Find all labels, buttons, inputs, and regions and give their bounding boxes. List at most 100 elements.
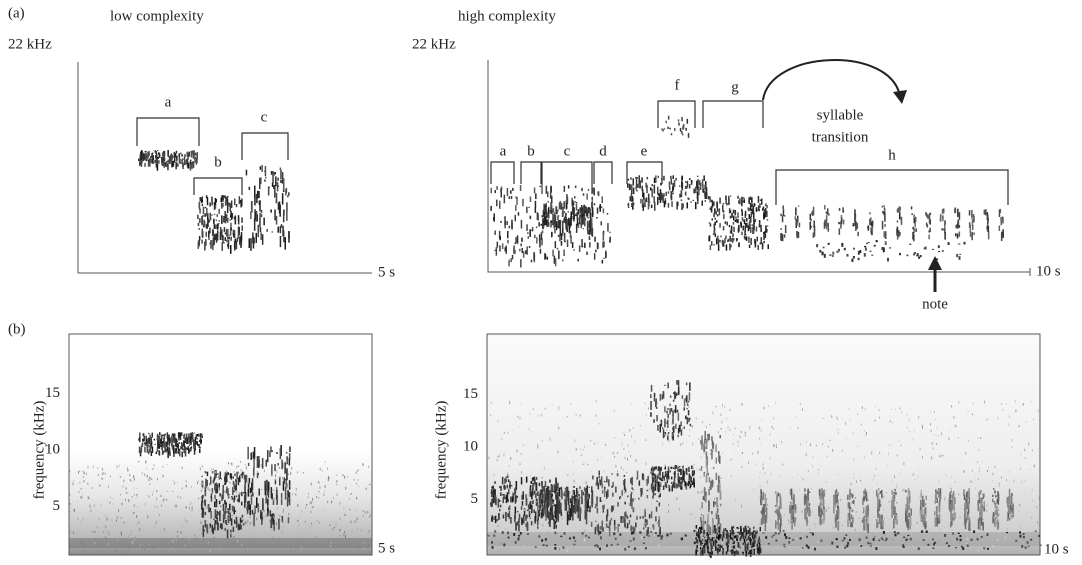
spectro-mark [899,206,901,212]
spectro-mark [185,438,187,440]
spectro-mark [643,527,645,530]
spectro-mark [897,221,899,223]
spectro-mark [723,548,725,553]
spectro-mark [573,461,574,462]
spectro-mark [907,494,908,497]
spectro-mark [923,539,925,541]
bracket [594,162,612,184]
spectro-mark [875,547,877,550]
spectro-mark [167,447,169,452]
spectro-mark [232,497,234,499]
spectro-mark [828,243,830,245]
spectro-mark [792,501,793,504]
spectro-mark [925,212,927,215]
spectro-mark [526,515,528,519]
spectro-mark [600,536,602,539]
spectro-mark [733,222,735,225]
spectro-mark [303,472,304,473]
spectro-mark [270,510,272,516]
spectro-mark [967,512,969,516]
spectro-mark [520,259,522,267]
spectro-mark [596,484,597,486]
spectro-mark [202,482,203,484]
spectro-mark [79,491,80,492]
spectro-mark [678,123,680,126]
spectro-mark [737,212,739,217]
spectro-mark [189,537,190,540]
spectro-mark [910,538,912,541]
spectro-mark [159,156,161,158]
spectro-mark [624,475,626,477]
spectro-mark [517,536,518,539]
spectro-mark [509,511,511,519]
spectro-mark [356,497,357,499]
spectro-mark [734,451,735,452]
spectro-mark [604,489,606,497]
spectro-mark [700,517,702,522]
spectro-mark [650,540,651,542]
spectro-mark [86,473,87,476]
spectro-mark [680,484,682,487]
spectro-mark [984,210,986,215]
spectro-mark [145,151,147,153]
spectro-mark [529,428,530,430]
spectro-mark [671,179,673,185]
spectro-mark [791,493,793,499]
spectro-mark [580,505,581,507]
spectro-mark [746,539,748,540]
spectro-mark [953,491,955,498]
spectro-mark [716,406,717,407]
spectro-mark [973,219,975,223]
spectro-mark [853,500,855,504]
spectro-mark [157,438,159,441]
spectro-mark [586,481,587,484]
spectro-mark [573,249,575,251]
spectro-mark [164,162,166,168]
spectro-mark [241,469,242,470]
spectro-mark [731,213,733,218]
spectro-mark [621,516,623,519]
spectro-mark [289,523,290,526]
spectro-mark [365,511,366,514]
spectro-mark [617,474,619,476]
spectro-mark [514,515,516,522]
spectro-mark [192,151,194,153]
spectro-mark [267,450,269,462]
spectro-mark [899,441,900,443]
spectro-mark [502,243,504,249]
spectro-mark [759,477,760,479]
spectro-mark [500,236,502,240]
spectro-mark [580,490,581,491]
spectro-mark [137,507,138,508]
spectro-mark [848,517,850,527]
spectro-mark [251,453,253,460]
spectro-mark [758,208,760,211]
spectro-mark [842,450,843,452]
spectro-mark [209,526,210,528]
spectro-mark [517,449,518,452]
spectro-mark [863,507,865,510]
spectro-mark [354,479,355,480]
spectro-mark [860,475,861,476]
spectro-mark [811,226,813,228]
spectro-mark [1030,539,1032,541]
spectro-mark [315,536,316,538]
spectro-mark [802,409,803,411]
spectro-mark [556,207,558,210]
spectro-mark [983,547,985,549]
spectro-mark [224,500,226,505]
spectro-mark [967,538,968,541]
spectro-mark [882,206,884,208]
spectro-mark [599,423,600,424]
spectro-mark [919,496,920,498]
spectro-mark [497,519,499,521]
spectro-mark [77,501,78,502]
spectro-mark [913,473,914,476]
spectro-mark [82,471,83,472]
spectro-mark [83,476,84,478]
spectro-mark [972,403,973,404]
spectro-mark [144,436,146,441]
spectro-mark [503,544,505,547]
spectro-mark [232,515,233,516]
spectro-mark [629,503,630,506]
